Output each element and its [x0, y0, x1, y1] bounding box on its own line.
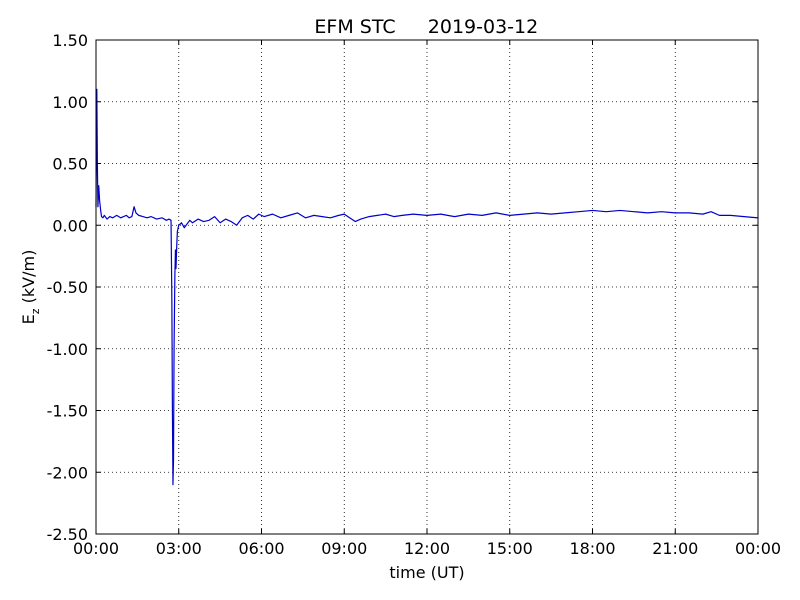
ticks: [95, 39, 759, 535]
y-axis-label-subscript: z: [29, 308, 42, 314]
y-tick-label: -0.50: [47, 278, 88, 297]
y-tick-label: 0.50: [52, 155, 88, 174]
x-tick-labels: 00:00 03:00 06:00 09:00 12:00 15:00 18:00 21:00…: [73, 539, 781, 558]
y-axis-label-unit: (kV/m): [19, 250, 38, 309]
y-axis-label: Ez (kV/m): [19, 250, 42, 325]
y-tick-label: -2.50: [47, 525, 88, 544]
x-tick-label: 21:00: [652, 539, 698, 558]
y-axis-label-main: E: [19, 314, 38, 324]
y-tick-label: 1.50: [52, 31, 88, 50]
y-tick-label: 0.00: [52, 216, 88, 235]
x-tick-label: 06:00: [238, 539, 284, 558]
chart-title: EFM STC: [314, 16, 395, 38]
x-tick-label: 09:00: [321, 539, 367, 558]
x-axis-label: time (UT): [389, 563, 464, 582]
x-tick-label: 03:00: [156, 539, 202, 558]
chart-subtitle: 2019-03-12: [428, 16, 538, 38]
y-tick-label: -1.50: [47, 402, 88, 421]
x-tick-label: 12:00: [404, 539, 450, 558]
x-tick-label: 00:00: [73, 539, 119, 558]
x-tick-label: 00:00: [735, 539, 781, 558]
y-tick-label: -1.00: [47, 340, 88, 359]
y-tick-label: -2.00: [47, 463, 88, 482]
series-layer: [95, 88, 759, 486]
y-tick-labels: 1.50 1.00 0.50 0.00 -0.50 -1.00 -1.50 -2.00 -2.5…: [47, 31, 88, 544]
y-tick-label: 1.00: [52, 93, 88, 112]
x-tick-label: 15:00: [487, 539, 533, 558]
series-line-ez: [95, 88, 759, 486]
x-tick-label: 18:00: [569, 539, 615, 558]
